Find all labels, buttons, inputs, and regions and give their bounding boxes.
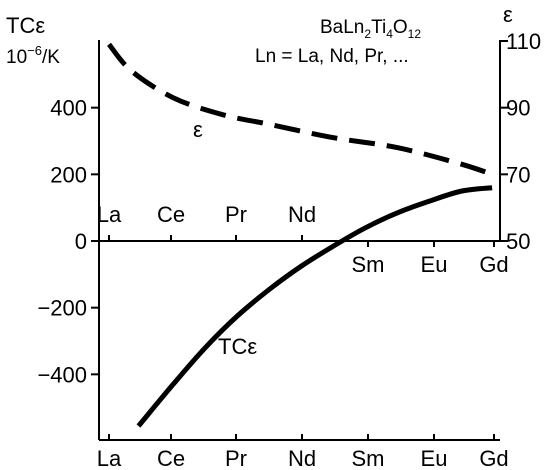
left-axis-unit-base: 10 [6,47,27,68]
series-label-tce: TCε [218,334,257,359]
left-tick-label: −200 [37,296,87,321]
bottom-category-label: Pr [225,446,247,470]
top-category-label: La [97,202,122,227]
left-tick-label: 400 [50,96,87,121]
series-line-epsilon [107,42,493,177]
chart-subtitle: Ln = La, Nd, Pr, ... [255,46,409,67]
top-category-label: Pr [225,202,247,227]
bottom-category-label: Ce [157,446,185,470]
bottom-category-label: Gd [479,446,508,470]
middle-category-label: Eu [421,252,448,277]
top-category-label: Ce [157,202,185,227]
left-axis-ticks: 400 200 0 −200 −400 [37,96,99,387]
left-axis-label-line2: 10−6/K [6,43,60,68]
left-axis-unit-suffix: /K [42,47,60,68]
formula-sub-1: 2 [364,27,371,41]
left-axis-label-line1: TCε [6,13,45,38]
bottom-category-label: La [97,446,122,470]
right-axis-ticks: 110 90 70 50 [500,29,541,254]
category-labels-middle: Sm Eu Gd [352,241,509,277]
left-tick-label: 200 [50,162,87,187]
series-line-tce [136,185,493,428]
left-tick-label: −400 [37,362,87,387]
formula-sub-3: 12 [408,27,422,41]
formula-part-1: BaLn [320,17,364,38]
series-label-epsilon: ε [193,117,203,142]
bottom-category-label: Sm [352,446,385,470]
right-tick-label: 50 [506,229,530,254]
bottom-category-label: Nd [288,446,316,470]
right-tick-label: 70 [506,162,530,187]
middle-category-label: Sm [352,252,385,277]
category-labels-bottom: La Ce Pr Nd Sm Eu Gd [97,434,509,470]
formula-part-2: Ti [371,17,386,38]
bottom-category-label: Eu [421,446,448,470]
formula-sub-2: 4 [386,27,393,41]
top-category-label: Nd [288,202,316,227]
right-axis-label: ε [503,2,513,27]
left-axis-unit-exponent: −6 [27,43,42,58]
series-layer [107,42,493,428]
right-tick-label: 110 [506,29,541,54]
middle-category-label: Gd [479,252,508,277]
right-tick-label: 90 [506,96,530,121]
formula-part-3: O [393,17,408,38]
category-labels-top: La Ce Pr Nd [97,202,316,241]
left-tick-label: 0 [75,229,87,254]
chart-title-formula: BaLn2Ti4O12 [320,17,421,41]
